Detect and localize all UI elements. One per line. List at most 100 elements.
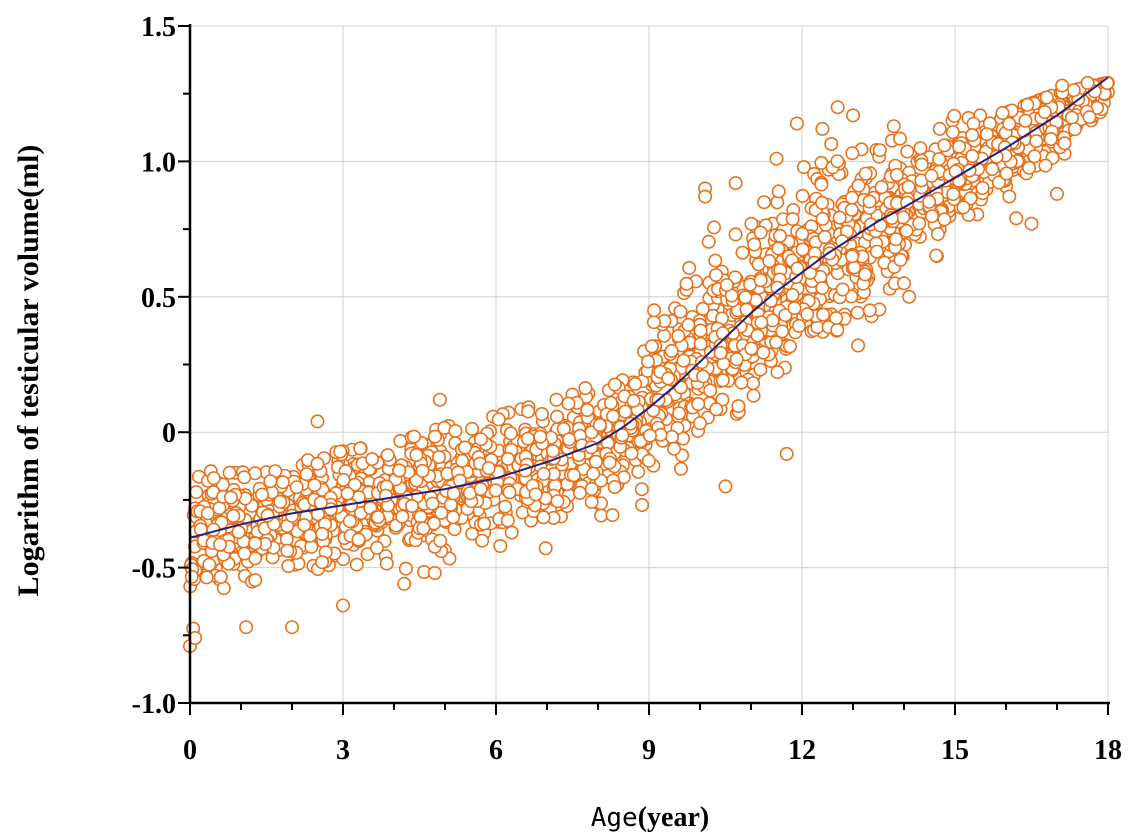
scatter-point bbox=[966, 116, 981, 131]
scatter-point bbox=[782, 339, 797, 354]
scatter-point bbox=[335, 598, 350, 613]
scatter-point bbox=[644, 339, 659, 354]
scatter-point bbox=[263, 474, 278, 489]
scatter-point bbox=[713, 345, 728, 360]
scatter-point bbox=[342, 514, 357, 529]
scatter-point bbox=[448, 423, 463, 438]
scatter-point bbox=[770, 365, 785, 380]
scatter-point bbox=[1002, 116, 1017, 131]
scatter-point bbox=[815, 195, 830, 210]
scatter-point bbox=[580, 402, 595, 417]
scatter-point bbox=[631, 464, 646, 479]
scatter-point bbox=[1020, 97, 1035, 112]
scatter-point bbox=[586, 466, 601, 481]
scatter-point bbox=[701, 234, 716, 249]
scatter-point bbox=[481, 461, 496, 476]
scatter-point bbox=[588, 454, 603, 469]
x-tick-label: 6 bbox=[489, 735, 503, 766]
scatter-point bbox=[844, 190, 859, 205]
scatter-point bbox=[498, 499, 513, 514]
scatter-point bbox=[607, 479, 622, 494]
y-tick-label: -0.5 bbox=[132, 554, 176, 585]
scatter-point bbox=[850, 305, 865, 320]
scatter-point bbox=[715, 392, 730, 407]
scatter-point bbox=[985, 162, 1000, 177]
scatter-point bbox=[789, 116, 804, 131]
scatter-point bbox=[550, 494, 565, 509]
scatter-point bbox=[406, 429, 421, 444]
scatter-point bbox=[771, 184, 786, 199]
scatter-point bbox=[538, 541, 553, 556]
scatter-point bbox=[199, 570, 214, 585]
scatter-point bbox=[404, 498, 419, 513]
labels-layer: 0 3 6 9 12 15 18 -1.0 -0.5 0 0.5 1.0 1.5 Logarithm of… bbox=[12, 12, 1122, 833]
scatter-point bbox=[473, 432, 488, 447]
scatter-point bbox=[635, 497, 650, 512]
scatter-point bbox=[657, 328, 672, 343]
scatter-point bbox=[873, 218, 888, 233]
scatter-point bbox=[664, 343, 679, 358]
scatter-point bbox=[676, 353, 691, 368]
scatter-point bbox=[778, 308, 793, 323]
scatter-point bbox=[796, 160, 811, 175]
scatter-point bbox=[189, 485, 204, 500]
scatter-point bbox=[315, 526, 330, 541]
scatter-point bbox=[642, 428, 657, 443]
scatter-point bbox=[566, 468, 581, 483]
scatter-point bbox=[349, 557, 364, 572]
scatter-point bbox=[213, 569, 228, 584]
scatter-point bbox=[696, 369, 711, 384]
scatter-point bbox=[667, 441, 682, 456]
fit-line-layer bbox=[189, 76, 1109, 539]
scatter-point bbox=[991, 175, 1006, 190]
scatter-point bbox=[299, 467, 314, 482]
scatter-point bbox=[202, 557, 217, 572]
scatter-point bbox=[248, 573, 263, 588]
scatter-point bbox=[698, 189, 713, 204]
scatter-point bbox=[1043, 132, 1058, 147]
scatter-point bbox=[239, 620, 254, 635]
x-tick-label: 12 bbox=[788, 735, 816, 766]
scatter-point bbox=[333, 444, 348, 459]
scatter-point bbox=[661, 371, 676, 386]
scatter-point bbox=[937, 138, 952, 153]
scatter-point bbox=[768, 335, 783, 350]
scatter-point bbox=[279, 532, 294, 547]
scatter-point bbox=[681, 317, 696, 332]
scatter-point bbox=[284, 620, 299, 635]
scatter-point bbox=[888, 232, 903, 247]
scatter-point bbox=[1064, 110, 1079, 125]
scatter-point bbox=[184, 569, 199, 584]
scatter-point bbox=[896, 210, 911, 225]
scatter-point bbox=[830, 154, 845, 169]
scatter-point bbox=[728, 176, 743, 191]
scatter-point bbox=[307, 478, 322, 493]
scatter-point bbox=[896, 276, 911, 291]
scatter-point bbox=[694, 355, 709, 370]
scatter-point bbox=[347, 477, 362, 492]
scatter-point bbox=[692, 416, 707, 431]
scatter-point bbox=[1050, 186, 1065, 201]
scatter-point bbox=[213, 537, 228, 552]
scatter-point bbox=[434, 505, 449, 520]
scatter-point bbox=[369, 540, 384, 555]
points-layer bbox=[183, 75, 1115, 654]
scatter-point bbox=[237, 546, 252, 561]
scatter-point bbox=[284, 508, 299, 523]
scatter-point bbox=[222, 465, 237, 480]
scatter-point bbox=[832, 210, 847, 225]
scatter-point bbox=[753, 273, 768, 288]
scatter-point bbox=[708, 253, 723, 268]
scatter-point bbox=[914, 157, 929, 172]
scatter-point bbox=[952, 139, 967, 154]
fit-line bbox=[189, 76, 1109, 539]
scatter-point bbox=[975, 181, 990, 196]
scatter-point bbox=[869, 244, 884, 259]
scatter-point bbox=[433, 533, 448, 548]
scatter-point bbox=[709, 402, 724, 417]
scatter-point bbox=[995, 106, 1010, 121]
scatter-point bbox=[753, 225, 768, 240]
x-tick-label: 18 bbox=[1094, 735, 1122, 766]
scatter-point bbox=[932, 121, 947, 136]
